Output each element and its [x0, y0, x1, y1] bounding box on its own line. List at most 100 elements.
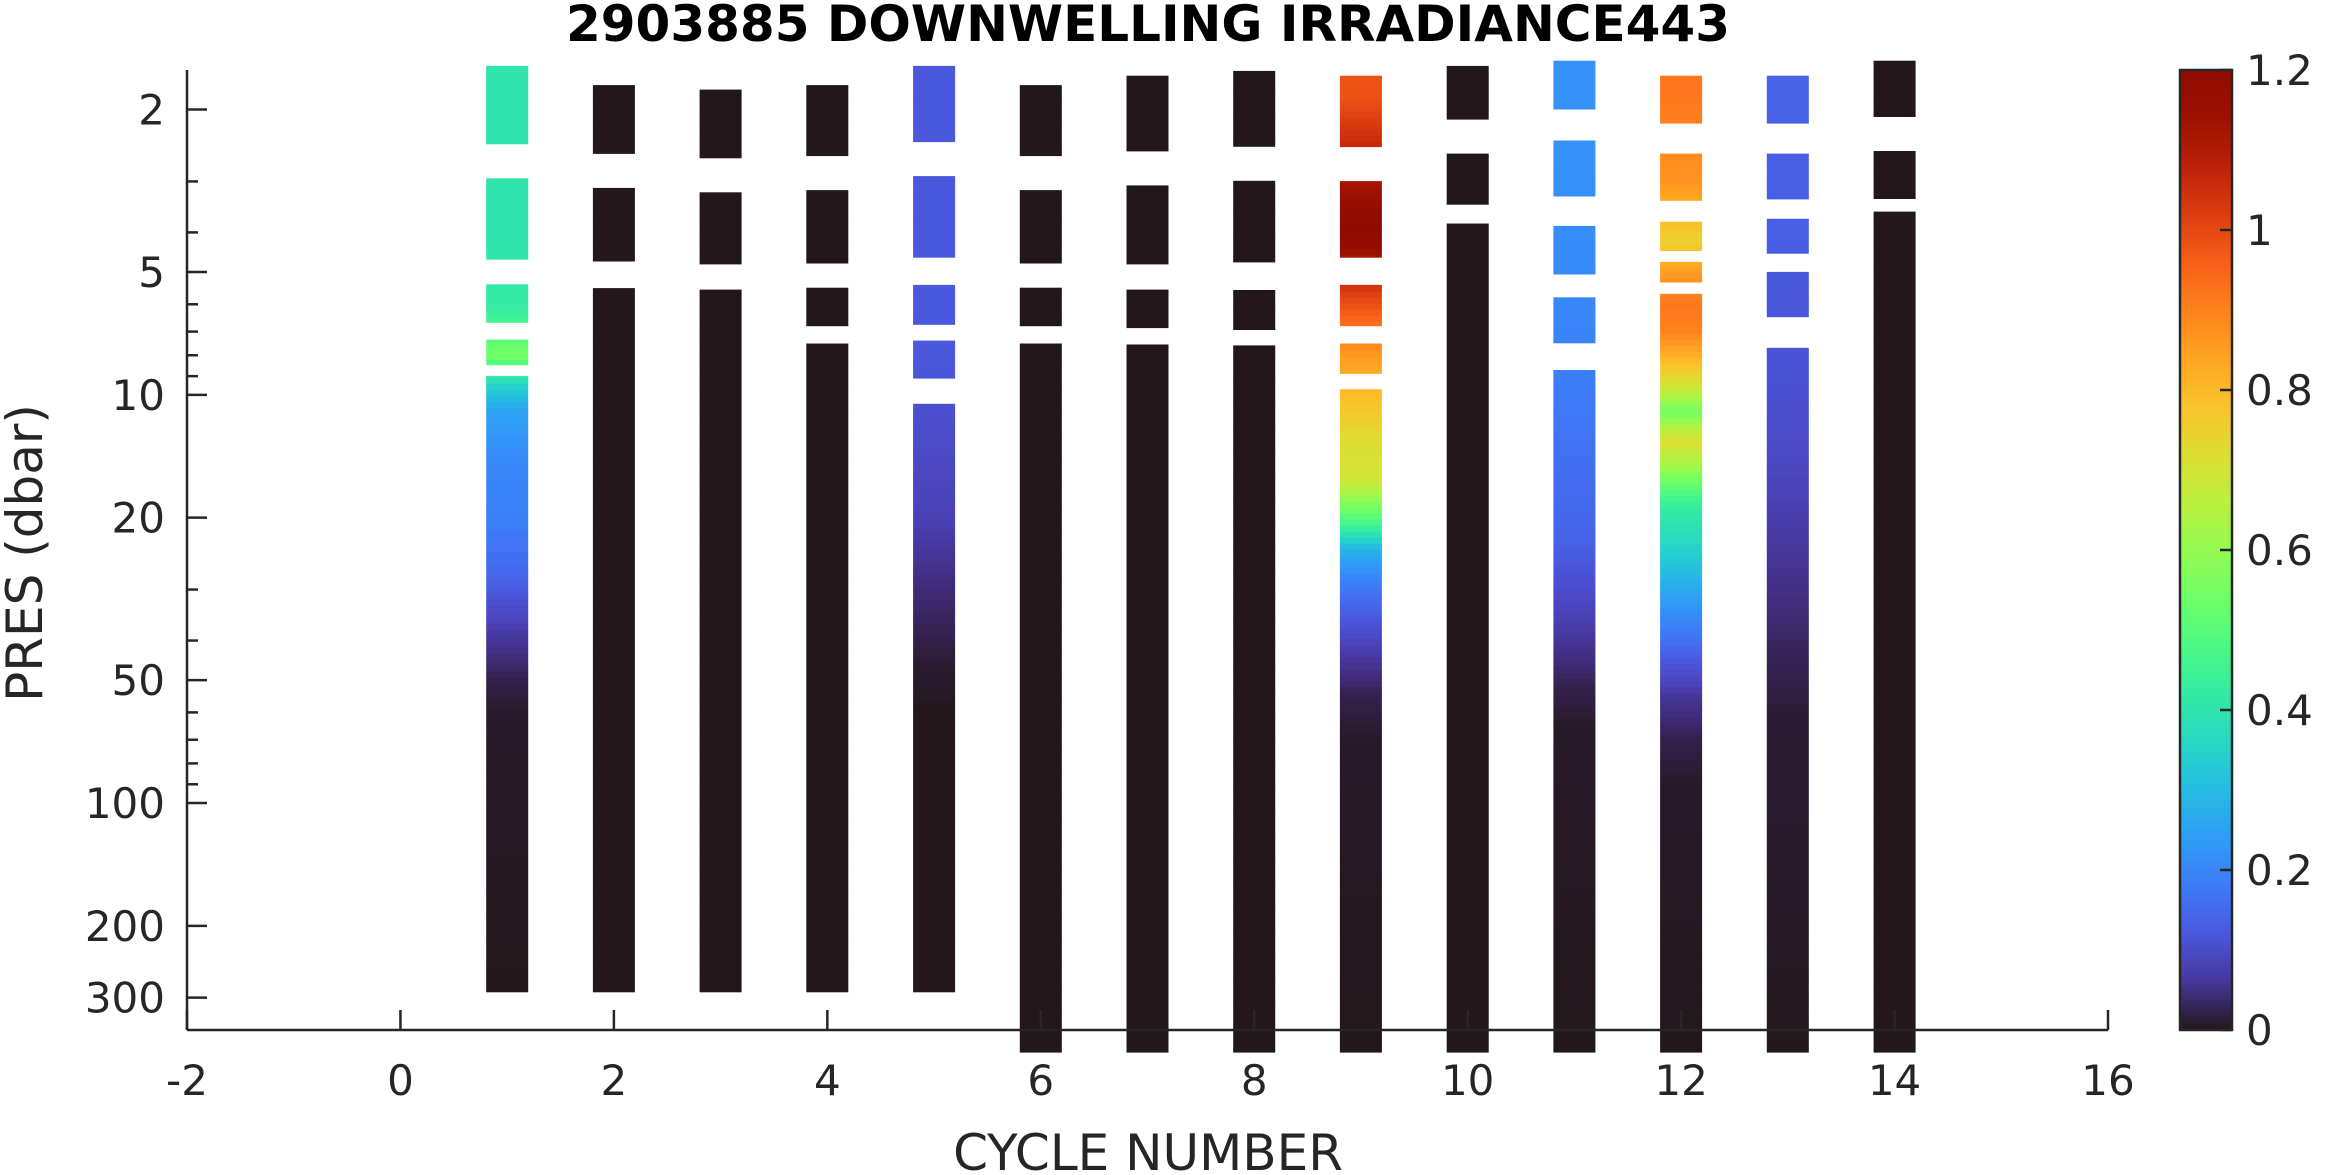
profile-cell	[1446, 587, 1489, 595]
profile-cell	[1660, 273, 1703, 281]
profile-cell	[486, 827, 529, 835]
profile-cell	[1660, 537, 1703, 545]
profile-cell	[1446, 353, 1489, 361]
profile-cell	[806, 871, 849, 878]
profile-cell	[699, 557, 742, 565]
profile-cell	[1766, 579, 1809, 587]
profile-cell	[1873, 696, 1916, 704]
profile-cell	[486, 839, 529, 847]
profile-cell	[806, 625, 849, 632]
profile-cell	[1553, 738, 1596, 746]
profile-cell	[1873, 324, 1916, 332]
profile-cell	[1233, 970, 1276, 978]
profile-cell	[1126, 1041, 1169, 1049]
profile-cell	[1233, 958, 1276, 966]
bin-gap	[1659, 251, 1704, 262]
profile-cell	[699, 299, 742, 307]
profile-cell	[1766, 705, 1809, 713]
profile-cell	[1766, 1011, 1809, 1019]
profile-cell	[1553, 1038, 1596, 1046]
profile-cell	[1873, 846, 1916, 854]
profile-cell	[1873, 540, 1916, 548]
profile-cell	[1339, 501, 1382, 509]
profile-cell	[1766, 639, 1809, 647]
profile-cell	[486, 407, 529, 415]
profile-cell	[913, 623, 956, 631]
profile-cell	[1553, 1032, 1596, 1040]
profile-cell	[913, 773, 956, 781]
profile-cell	[1660, 765, 1703, 773]
profile-cell	[486, 287, 529, 295]
profile-cell	[1126, 381, 1169, 389]
profile-cycle-7	[1125, 75, 1170, 1053]
profile-cell	[486, 695, 529, 703]
x-tick-label: 8	[1241, 1056, 1268, 1105]
profile-cell	[1339, 837, 1382, 845]
profile-cell	[1019, 727, 1062, 734]
profile-cell	[1873, 276, 1916, 284]
bin-gap	[912, 378, 957, 404]
profile-cell	[1446, 959, 1489, 967]
profile-cell	[1660, 165, 1703, 173]
profile-cell	[486, 221, 529, 229]
profile-cell	[486, 125, 529, 133]
profile-cell	[806, 775, 849, 782]
profile-cell	[1446, 629, 1489, 637]
profile-cell	[1233, 520, 1276, 528]
profile-cell	[1126, 939, 1169, 947]
profile-cell	[699, 755, 742, 763]
profile-cell	[1446, 1037, 1489, 1045]
profile-cell	[1873, 720, 1916, 728]
profile-cell	[1553, 882, 1596, 890]
profile-cell	[1446, 947, 1489, 955]
profile-cell	[1660, 987, 1703, 995]
profile-cell	[486, 569, 529, 577]
profile-cell	[1660, 843, 1703, 851]
profile-cell	[1873, 906, 1916, 914]
profile-cell	[699, 695, 742, 703]
profile-cell	[486, 95, 529, 103]
profile-cell	[1446, 563, 1489, 571]
profile-cell	[592, 871, 635, 878]
profile-cell	[913, 743, 956, 751]
profile-cell	[1766, 153, 1809, 161]
profile-cell	[486, 959, 529, 967]
profile-cell	[1233, 784, 1276, 792]
profile-cell	[913, 359, 956, 367]
profile-cell	[1339, 945, 1382, 953]
profile-cell	[1339, 351, 1382, 359]
profile-cell	[592, 127, 635, 134]
profile-cell	[1873, 210, 1916, 218]
profile-cell	[592, 493, 635, 500]
profile-cell	[1446, 401, 1489, 409]
profile-cell	[592, 547, 635, 554]
profile-cell	[1553, 990, 1596, 998]
profile-cell	[1233, 412, 1276, 420]
profile-cell	[1339, 993, 1382, 1001]
profile-cell	[1660, 423, 1703, 431]
profile-cell	[1126, 183, 1169, 191]
profile-cell	[1660, 87, 1703, 95]
profile-cell	[1339, 81, 1382, 89]
profile-cell	[1873, 684, 1916, 692]
profile-cell	[1873, 420, 1916, 428]
profile-cell	[1446, 185, 1489, 193]
profile-cell	[1553, 810, 1596, 818]
profile-cell	[1873, 318, 1916, 326]
profile-cell	[1660, 813, 1703, 821]
profile-cell	[806, 187, 849, 194]
profile-cell	[1339, 849, 1382, 857]
profile-cell	[1019, 457, 1062, 464]
profile-cell	[592, 331, 635, 338]
profile-cell	[1873, 456, 1916, 464]
profile-cell	[1019, 469, 1062, 476]
profile-cell	[486, 785, 529, 793]
profile-cell	[699, 641, 742, 649]
profile-cell	[1553, 390, 1596, 398]
profile-cell	[1126, 615, 1169, 623]
bin-gap	[1765, 253, 1810, 272]
profile-cell	[913, 683, 956, 691]
profile-cell	[1660, 351, 1703, 359]
profile-cell	[806, 919, 849, 926]
profile-cell	[1446, 245, 1489, 253]
